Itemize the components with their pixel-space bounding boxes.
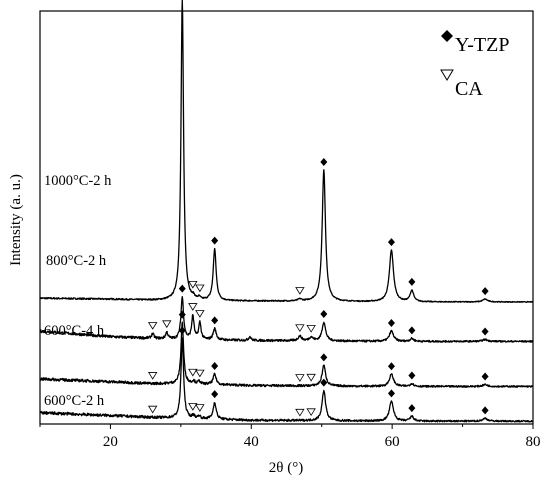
legend: Y-TZP CA [440, 30, 509, 100]
x-tick-label: 60 [385, 434, 400, 450]
ca-peak-marker [295, 324, 305, 333]
xrd-trace [39, 321, 534, 388]
ca-peak-marker [188, 368, 198, 377]
ca-peak-marker [295, 287, 305, 295]
y-tzp-peak-marker [481, 372, 489, 381]
y-tzp-peak-marker [320, 310, 328, 319]
ca-peak-marker [295, 374, 305, 382]
ca-peak-marker [306, 408, 316, 417]
y-tzp-peak-marker [387, 362, 395, 371]
ca-peak-marker [188, 303, 198, 311]
ca-peak-marker [195, 310, 205, 318]
x-axis-label: 2θ (°) [269, 460, 303, 476]
y-tzp-peak-marker [408, 404, 416, 413]
legend-label-ca: CA [455, 78, 483, 100]
ca-peak-marker [188, 403, 198, 411]
y-tzp-peak-marker [408, 277, 416, 286]
y-tzp-peak-marker [178, 284, 186, 293]
series-label: 600°C-2 h [44, 393, 105, 409]
y-tzp-peak-marker [211, 362, 219, 371]
peak-markers [147, 157, 489, 417]
y-tzp-peak-marker [178, 326, 186, 335]
ca-peak-marker [295, 408, 305, 417]
plot-frame [39, 10, 534, 425]
y-axis-label: Intensity (a. u.) [8, 174, 24, 266]
legend-label-y-tzp: Y-TZP [455, 34, 509, 56]
ca-peak-marker [306, 373, 316, 382]
y-tzp-peak-marker [320, 378, 328, 387]
ca-peak-marker [195, 404, 205, 412]
x-tick-label: 40 [244, 434, 259, 450]
y-tzp-peak-marker [481, 406, 489, 415]
ca-peak-marker [195, 284, 205, 293]
y-tzp-peak-marker [481, 327, 489, 336]
ca-peak-marker [195, 369, 205, 378]
x-ticks: 20 40 60 80 [39, 424, 541, 450]
ca-peak-marker [306, 325, 316, 333]
y-tzp-peak-marker [408, 326, 416, 335]
y-tzp-peak-marker [178, 310, 186, 319]
y-tzp-peak-marker [211, 390, 219, 399]
xrd-trace [39, 0, 534, 303]
xrd-trace [39, 337, 534, 423]
legend-diamond-marker [441, 30, 453, 42]
series-labels: 1000°C-2 h 800°C-2 h 600°C-4 h 600°C-2 h [44, 173, 112, 409]
y-tzp-peak-marker [211, 236, 219, 245]
legend-triangle-marker [440, 69, 454, 81]
ca-peak-marker [147, 405, 158, 414]
series-label: 600°C-4 h [44, 323, 105, 339]
ca-peak-marker [162, 320, 172, 329]
y-tzp-peak-marker [320, 157, 328, 166]
y-tzp-peak-marker [387, 238, 395, 247]
series-label: 800°C-2 h [46, 253, 107, 269]
series-label: 1000°C-2 h [44, 173, 112, 189]
x-tick-label: 20 [103, 434, 118, 450]
y-tzp-peak-marker [408, 371, 416, 380]
ca-peak-marker [147, 322, 158, 330]
ca-peak-marker [147, 372, 158, 380]
ca-peak-marker [188, 280, 198, 289]
traces [39, 0, 534, 423]
y-tzp-peak-marker [211, 316, 219, 325]
y-tzp-peak-marker [481, 287, 489, 296]
y-tzp-peak-marker [320, 353, 328, 362]
y-tzp-peak-marker [387, 389, 395, 398]
xrd-trace [39, 296, 534, 343]
y-tzp-peak-marker [387, 319, 395, 328]
x-tick-label: 80 [526, 434, 541, 450]
